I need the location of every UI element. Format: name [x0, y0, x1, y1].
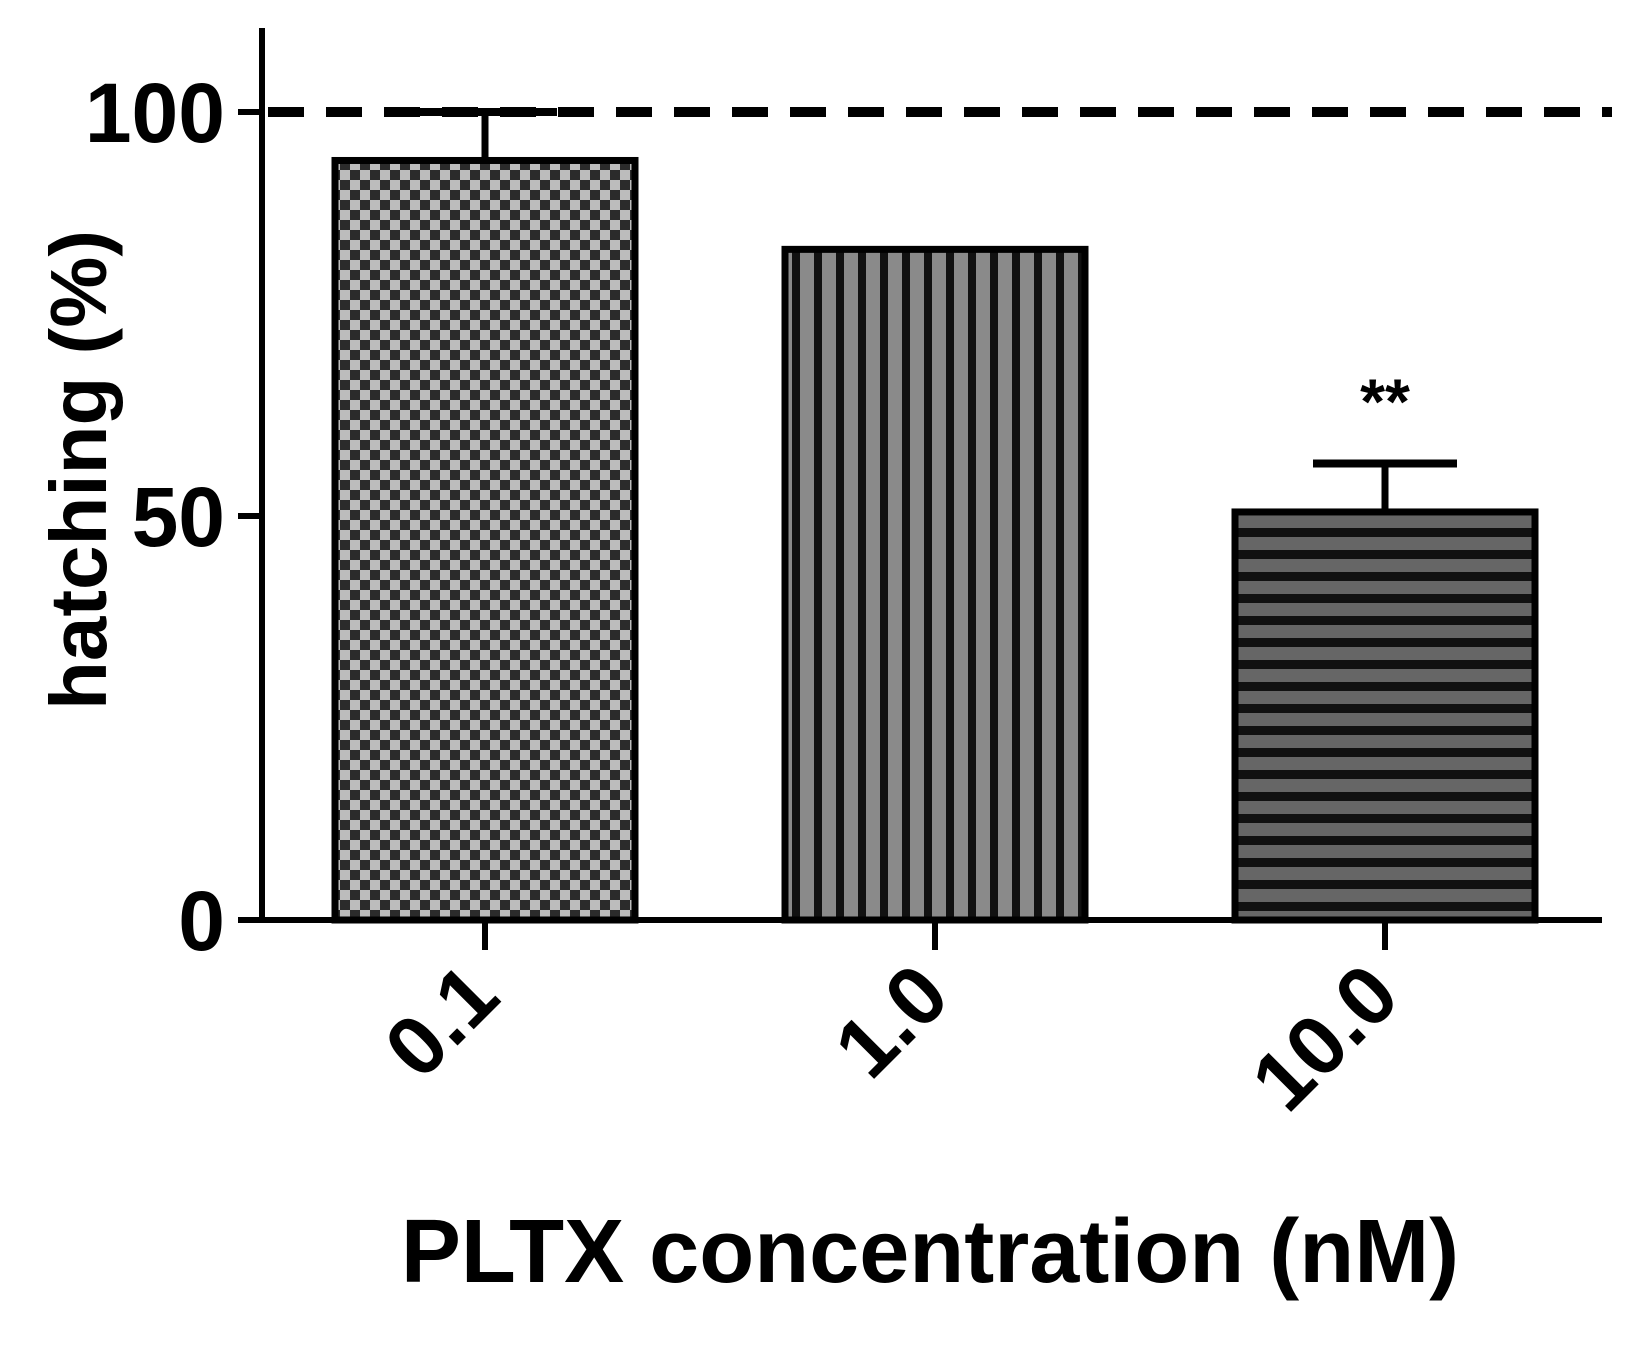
plot-area: **	[268, 107, 1612, 924]
y-tick-label: 100	[85, 66, 225, 160]
y-tick-label: 50	[132, 470, 225, 564]
x-tick-label: 1.0	[817, 946, 966, 1095]
x-tick-label: 10.0	[1234, 946, 1416, 1128]
x-axis-label: PLTX concentration (nM)	[401, 1202, 1459, 1302]
y-tick-label: 0	[178, 874, 225, 968]
y-ticks: 0 50 100	[85, 66, 262, 968]
x-ticks: 0.1 1.0 10.0	[367, 920, 1416, 1128]
bar-0.1	[331, 156, 639, 924]
bar-1.0	[781, 245, 1089, 924]
y-axis-label: hatching (%)	[34, 230, 123, 710]
significance-annotation: **	[1360, 365, 1410, 437]
x-tick-label: 0.1	[367, 946, 516, 1095]
bar-10.0	[1231, 508, 1539, 924]
